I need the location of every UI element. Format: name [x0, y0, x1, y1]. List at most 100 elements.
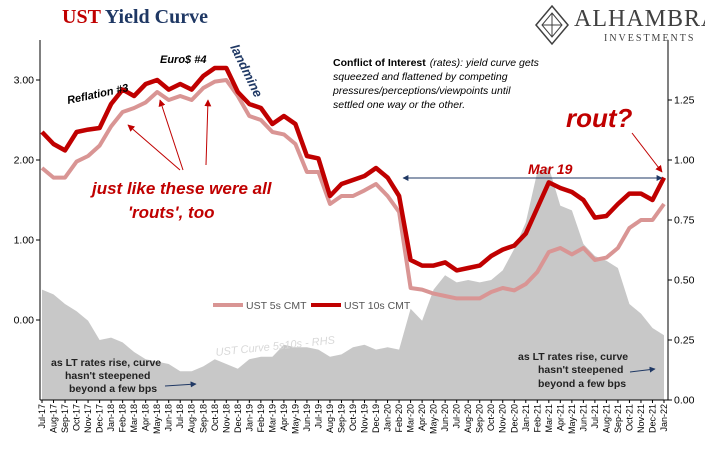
lt-right-3: beyond a few bps: [538, 378, 626, 390]
x-tick-label: Jan-18: [106, 404, 116, 432]
x-tick-label: Sep-18: [198, 404, 208, 433]
left-tick-label: 3.00: [14, 75, 35, 87]
x-tick-label: Sep-19: [336, 404, 346, 433]
page-title: UST Yield Curve: [62, 6, 208, 29]
x-tick-label: Apr-19: [279, 404, 289, 431]
x-tick-label: Dec-19: [371, 404, 381, 433]
mar19-label: Mar 19: [528, 161, 573, 177]
conflict-line-4: settled one way or the other.: [333, 99, 465, 111]
x-tick-label: Nov-20: [498, 404, 508, 433]
routs-arrow-1: [127, 124, 181, 171]
routs-line-2: 'routs', too: [128, 203, 214, 222]
lt-right-1: as LT rates rise, curve: [518, 351, 628, 363]
x-ticks: Jul-17 Aug-17 Sep-17 Oct-17 Nov-17 Dec-17 Jan-…: [37, 400, 669, 434]
x-tick-label: Jul-20: [452, 404, 462, 429]
x-tick-label: Apr-18: [141, 404, 151, 431]
x-tick-label: Nov-18: [221, 404, 231, 433]
rout-arrow: [631, 132, 663, 173]
x-tick-label: Sep-20: [475, 404, 485, 433]
x-tick-label: Oct-17: [72, 404, 82, 431]
x-tick-label: Jul-17: [37, 404, 47, 429]
right-tick-label: 0.75: [674, 215, 695, 227]
left-tick-label: 1.00: [14, 235, 35, 247]
left-tick-label: 2.00: [14, 155, 35, 167]
x-tick-label: Aug-17: [49, 404, 59, 433]
ust5-line: [40, 78, 666, 301]
right-tick-label: 0.25: [674, 335, 695, 347]
routs-line-1: just like these were all: [90, 179, 273, 198]
right-ticks: 1.25 1.00 0.75 0.50 0.25 0.00: [668, 95, 695, 407]
x-tick-label: Mar-19: [267, 404, 277, 433]
x-tick-label: Jun-18: [164, 404, 174, 432]
x-tick-label: Feb-19: [256, 404, 266, 433]
x-tick-label: Mar-20: [406, 404, 416, 433]
x-tick-label: Dec-17: [95, 404, 105, 433]
x-tick-label: Jan-21: [521, 404, 531, 432]
x-tick-label: Jan-19: [244, 404, 254, 432]
x-tick-label: Apr-20: [417, 404, 427, 431]
x-tick-label: Jun-20: [440, 404, 450, 432]
x-tick-label: Oct-18: [210, 404, 220, 431]
conflict-line-1: Conflict of Interest (rates): yield curve…: [333, 57, 540, 69]
logo-icon: [535, 4, 569, 46]
lt-left-2: hasn't steepened: [65, 370, 150, 382]
curve-5s10s-area: [42, 167, 664, 400]
logo-name: ALHAMBRA: [574, 6, 705, 32]
x-tick-label: Dec-18: [233, 404, 243, 433]
right-tick-label: 1.25: [674, 95, 695, 107]
x-tick-label: Aug-19: [325, 404, 335, 433]
x-tick-label: Jun-21: [578, 404, 588, 432]
logo-sub: INVESTMENTS: [604, 33, 696, 44]
x-tick-label: Jul-19: [313, 404, 323, 429]
title-ust: UST: [62, 6, 101, 28]
yield-lines-layer: [40, 65, 667, 301]
x-tick-label: Oct-20: [486, 404, 496, 431]
left-ticks: 3.00 2.00 1.00 0.00: [14, 75, 40, 327]
x-tick-label: Aug-18: [187, 404, 197, 433]
x-tick-label: Jul-21: [590, 404, 600, 429]
legend-label-ust5: UST 5s CMT: [246, 300, 307, 312]
x-tick-label: Feb-21: [532, 404, 542, 433]
x-tick-label: Jan-22: [659, 404, 669, 432]
x-tick-label: Feb-18: [118, 404, 128, 433]
title-yield-curve: Yield Curve: [104, 6, 208, 28]
x-tick-label: Feb-20: [394, 404, 404, 433]
lt-left-1: as LT rates rise, curve: [51, 357, 161, 369]
x-tick-label: Sep-17: [60, 404, 70, 433]
legend: UST 5s CMT UST 10s CMT: [213, 300, 411, 312]
right-tick-label: 0.50: [674, 275, 695, 287]
right-tick-label: 0.00: [674, 395, 695, 407]
x-tick-label: Nov-17: [83, 404, 93, 433]
x-tick-label: Nov-21: [636, 404, 646, 433]
x-tick-label: Dec-20: [509, 404, 519, 433]
x-tick-label: Aug-21: [601, 404, 611, 433]
x-tick-label: Oct-21: [624, 404, 634, 431]
x-tick-label: Oct-19: [348, 404, 358, 431]
reflation-label: Reflation #3: [66, 82, 129, 107]
conflict-line-2: squeezed and flattened by competing: [333, 71, 508, 83]
x-tick-label: Mar-21: [544, 404, 554, 433]
x-tick-label: Apr-21: [555, 404, 565, 431]
right-tick-label: 1.00: [674, 155, 695, 167]
x-tick-label: May-18: [152, 404, 162, 434]
x-tick-label: Jun-19: [302, 404, 312, 432]
legend-label-ust10: UST 10s CMT: [344, 300, 411, 312]
lt-arrow-right: [629, 366, 656, 373]
lt-arrow-left: [164, 381, 197, 388]
lt-right-2: hasn't steepened: [538, 364, 623, 376]
x-tick-label: Jan-20: [383, 404, 393, 432]
lt-left-3: beyond a few bps: [69, 383, 157, 395]
x-tick-label: May-19: [290, 404, 300, 434]
left-tick-label: 0.00: [14, 315, 35, 327]
curve-area-layer: [42, 167, 664, 400]
x-tick-label: Dec-21: [647, 404, 657, 433]
x-tick-label: Sep-21: [613, 404, 623, 433]
routs-arrow-3: [204, 99, 212, 166]
annotation-arrows: [127, 99, 663, 388]
brand-logo: ALHAMBRA INVESTMENTS: [534, 4, 705, 48]
x-tick-label: Mar-18: [129, 404, 139, 433]
x-tick-label: Nov-19: [360, 404, 370, 433]
x-tick-label: Aug-20: [463, 404, 473, 433]
x-tick-label: May-21: [567, 404, 577, 434]
